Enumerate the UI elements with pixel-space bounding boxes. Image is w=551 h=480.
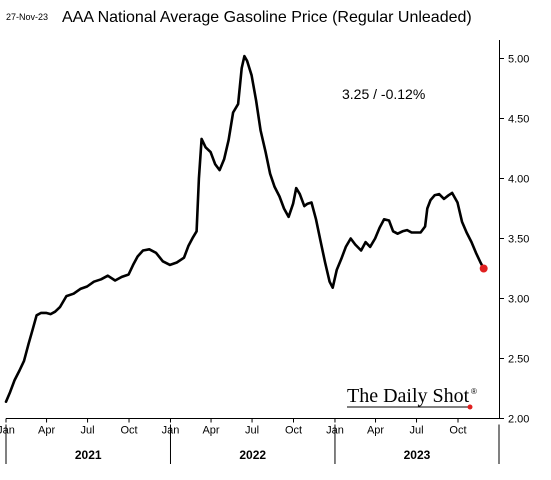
chart-date: 27-Nov-23 — [6, 12, 48, 22]
y-tick-label: 5.00 — [508, 54, 529, 66]
chart-title: AAA National Average Gasoline Price (Reg… — [62, 9, 472, 26]
x-tick-label: Oct — [285, 425, 302, 437]
year-label: 2023 — [404, 448, 431, 462]
x-tick-label: Jul — [245, 425, 259, 437]
x-tick-label: Jan — [0, 425, 15, 437]
logo-dot — [467, 404, 473, 410]
last-point-marker — [479, 264, 488, 273]
y-tick-label: 2.00 — [508, 414, 529, 426]
x-tick-label: Jul — [410, 425, 424, 437]
x-tick-label: Jul — [81, 425, 95, 437]
year-label: 2021 — [75, 448, 102, 462]
x-tick-label: Oct — [120, 425, 137, 437]
x-tick-label: Oct — [449, 425, 466, 437]
series-group — [4, 54, 488, 403]
logo-text: The Daily Shot — [347, 385, 470, 407]
year-axis: 2021 2022 2023 — [5, 424, 500, 464]
daily-shot-logo: The Daily Shot ® — [347, 385, 477, 410]
x-tick-label: Apr — [367, 425, 384, 437]
x-axis: JanAprJulOctJanAprJulOctJanAprJulOct — [0, 418, 467, 437]
y-tick-label: 4.50 — [508, 114, 529, 126]
year-label: 2022 — [239, 448, 266, 462]
logo-mark: ® — [471, 387, 477, 396]
y-tick-label: 2.50 — [508, 354, 529, 366]
y-tick-label: 3.50 — [508, 234, 529, 246]
x-tick-label: Apr — [38, 425, 55, 437]
y-tick-label: 4.00 — [508, 174, 529, 186]
price-line — [4, 54, 485, 403]
y-tick-label: 3.00 — [508, 294, 529, 306]
y-axis: 2.00 2.50 3.00 3.50 4.00 4.50 5.00 — [499, 54, 529, 426]
x-tick-label: Apr — [202, 425, 219, 437]
chart-annotation: 3.25 / -0.12% — [342, 86, 425, 102]
